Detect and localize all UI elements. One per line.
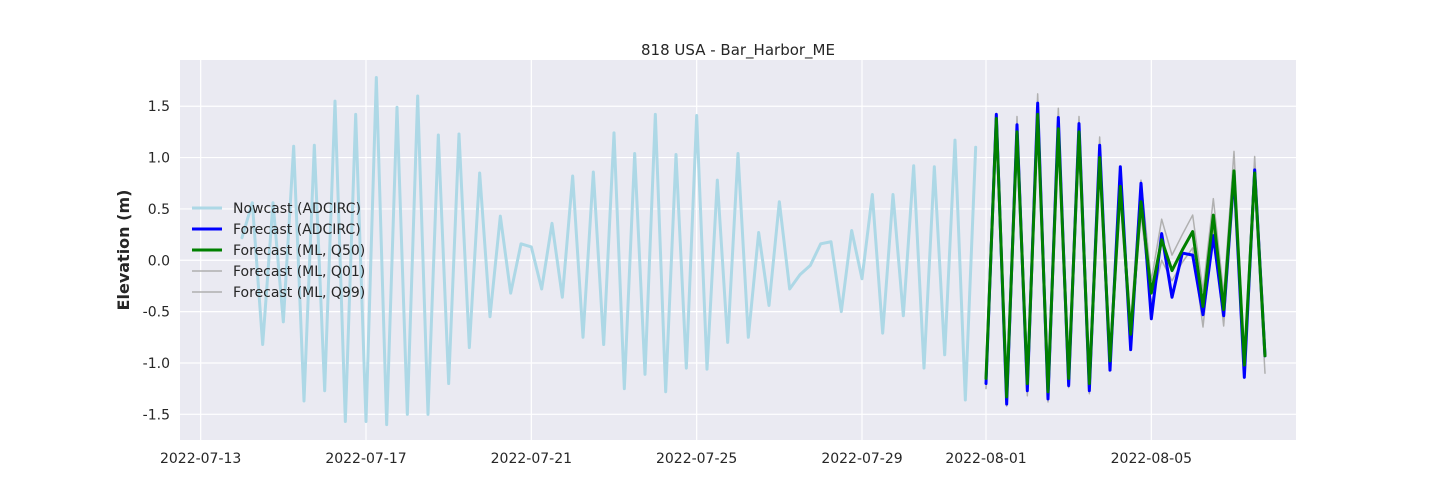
x-tick-label: 2022-07-13 — [160, 451, 241, 467]
legend: Nowcast (ADCIRC) Forecast (ADCIRC) Forecas… — [192, 201, 365, 301]
x-tick-label: 2022-07-25 — [656, 451, 737, 467]
x-tick-label: 2022-07-17 — [325, 451, 406, 467]
y-tick-label: -0.5 — [143, 305, 170, 321]
y-tick-label: -1.5 — [143, 407, 170, 423]
legend-label: Nowcast (ADCIRC) — [233, 201, 361, 217]
y-tick-label: 1.5 — [148, 99, 170, 115]
x-tick-label: 2022-07-29 — [821, 451, 902, 467]
y-tick-label: 0.5 — [148, 202, 170, 218]
y-tick-label: 1.0 — [148, 151, 170, 167]
chart-title: 818 USA - Bar_Harbor_ME — [641, 41, 835, 60]
x-axis-ticks: 2022-07-13 2022-07-17 2022-07-21 2022-07-25… — [160, 451, 1192, 467]
x-tick-label: 2022-07-21 — [491, 451, 572, 467]
x-tick-label: 2022-08-05 — [1111, 451, 1192, 467]
y-tick-label: 0.0 — [148, 253, 170, 269]
series-line-forecast-ml-q50 — [984, 112, 1267, 399]
y-axis-title: Elevation (m) — [114, 190, 133, 311]
y-tick-label: -1.0 — [143, 356, 170, 372]
legend-label: Forecast (ML, Q50) — [233, 243, 365, 259]
y-axis-ticks: -1.5 -1.0 -0.5 0.0 0.5 1.0 1.5 — [143, 99, 170, 423]
legend-label: Forecast (ADCIRC) — [233, 222, 361, 238]
series-line-nowcast-adcirc — [240, 75, 978, 427]
x-tick-label: 2022-08-01 — [945, 451, 1026, 467]
legend-label: Forecast (ML, Q01) — [233, 264, 365, 280]
legend-label: Forecast (ML, Q99) — [233, 285, 365, 301]
series-lines — [240, 75, 1267, 427]
